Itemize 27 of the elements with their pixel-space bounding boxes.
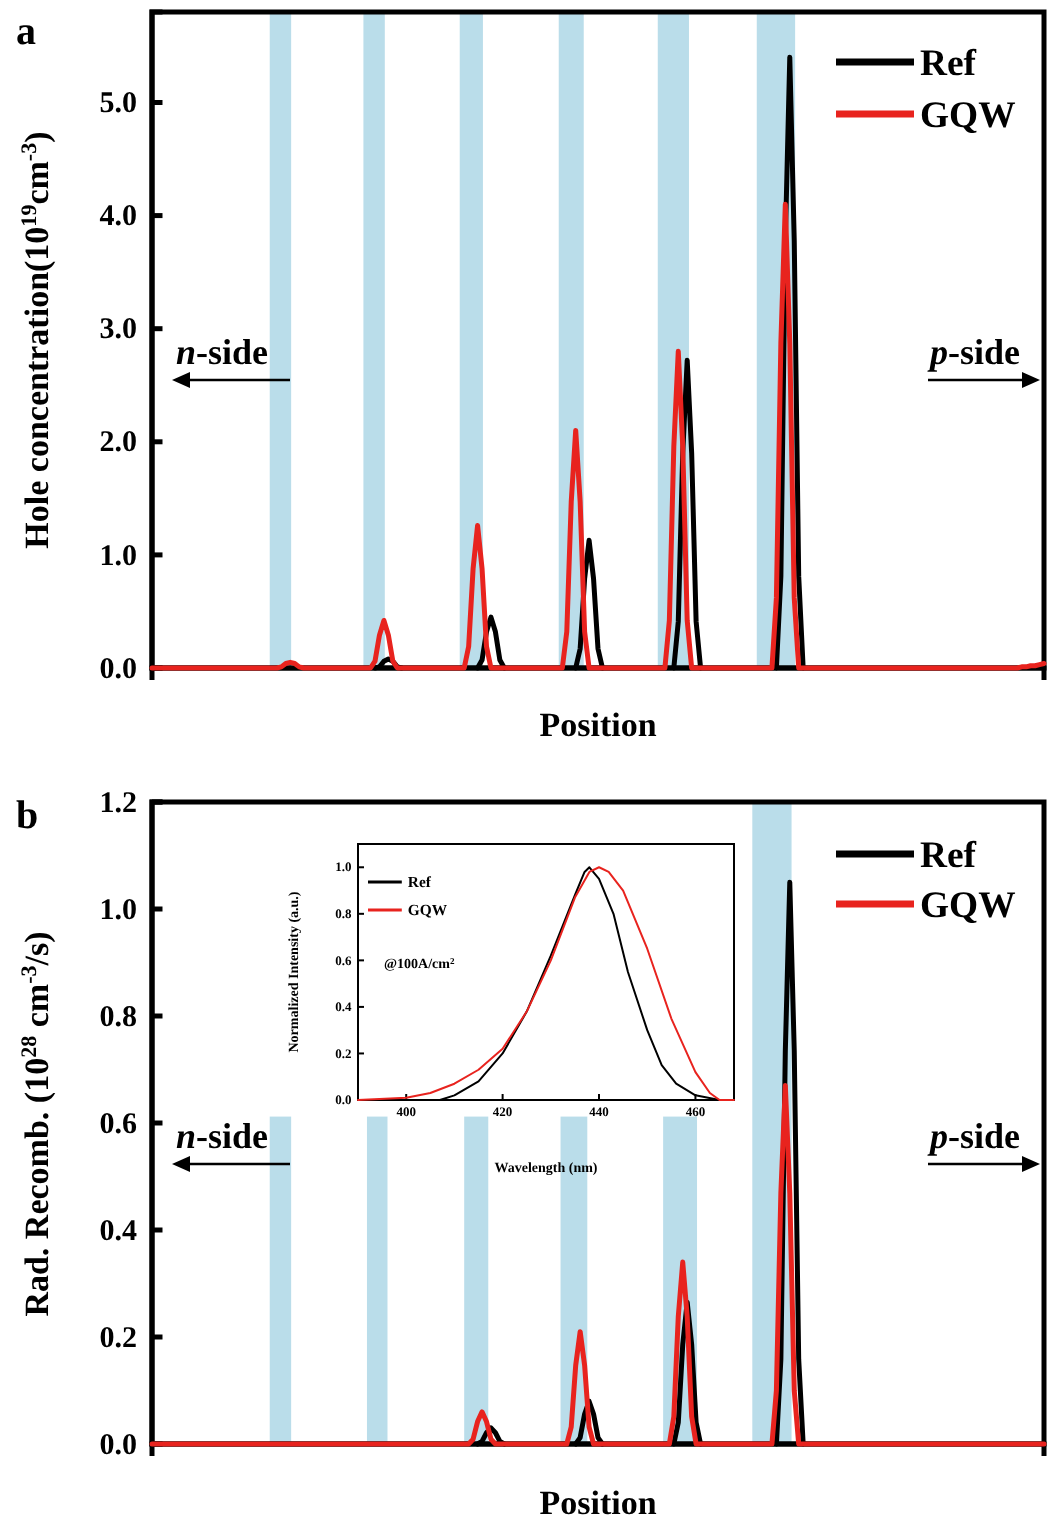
legend-label: Ref — [920, 835, 978, 878]
y-tick-label: 1.0 — [99, 894, 137, 927]
y-tick-label: 0.8 — [99, 1001, 137, 1034]
y-tick-label: 0.0 — [99, 653, 137, 686]
y-tick-label: 1.0 — [99, 540, 137, 573]
annotation: p-side — [926, 332, 1021, 372]
legend-label: GQW — [920, 95, 1017, 138]
y-tick-label: 2.0 — [99, 427, 137, 460]
chart-title: b — [16, 794, 39, 838]
y-tick-label: 1.2 — [99, 787, 137, 820]
legend-label: Ref — [920, 43, 978, 86]
line-series — [149, 201, 1047, 671]
x-axis-title: Position — [539, 1484, 658, 1522]
y-tick-label: 5.0 — [99, 88, 137, 121]
chart-title: a — [16, 10, 36, 54]
y-tick-label: 0.0 — [99, 1429, 137, 1462]
y-tick-label: 3.0 — [99, 314, 137, 347]
y-tick-label: 0.4 — [99, 1215, 138, 1248]
y-tick-label: 0.6 — [99, 1108, 138, 1141]
annotation: n-side — [176, 332, 269, 372]
annotation: p-side — [926, 1116, 1021, 1156]
annotation: n-side — [176, 1116, 269, 1156]
legend-label: GQW — [920, 885, 1017, 928]
line-series — [149, 1083, 1047, 1447]
y-tick-label: 4.0 — [99, 201, 137, 234]
x-axis-title: Position — [539, 706, 658, 744]
y-tick-label: 0.2 — [99, 1322, 137, 1355]
